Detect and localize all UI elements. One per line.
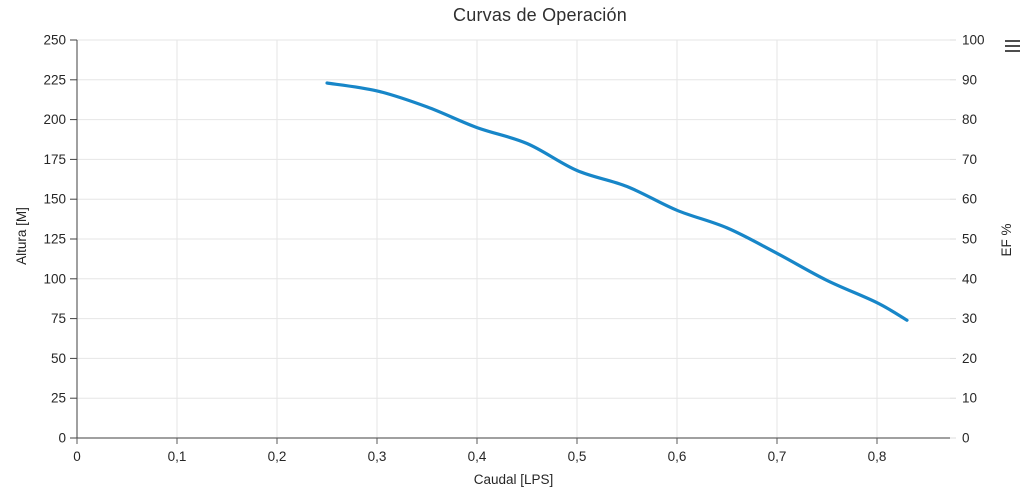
y-right-tick-label: 100 xyxy=(962,33,985,48)
y-right-tick-label: 20 xyxy=(962,351,977,366)
x-tick-label: 0,4 xyxy=(468,449,487,464)
y-left-tick-label: 250 xyxy=(43,33,66,48)
chart-title: Curvas de Operación xyxy=(453,5,627,25)
x-tick-label: 0,5 xyxy=(568,449,587,464)
y-left-tick-label: 150 xyxy=(43,192,66,207)
y-axis-right-title: EF % xyxy=(999,223,1014,257)
y-left-tick-label: 100 xyxy=(43,271,66,286)
x-axis-title: Caudal [LPS] xyxy=(473,472,554,487)
y-left-tick-label: 25 xyxy=(51,391,66,406)
export-menu-button[interactable] xyxy=(1001,36,1023,56)
y-right-tick-label: 10 xyxy=(962,391,977,406)
y-left-tick-label: 200 xyxy=(43,112,66,127)
y-left-tick-label: 125 xyxy=(43,232,66,247)
x-tick-label: 0,8 xyxy=(868,449,887,464)
y-left-tick-label: 175 xyxy=(43,152,66,167)
y-left-tick-label: 225 xyxy=(43,72,66,87)
y-right-tick-label: 50 xyxy=(962,232,977,247)
x-tick-label: 0,7 xyxy=(768,449,787,464)
y-right-tick-label: 40 xyxy=(962,271,977,286)
y-axis-left-title: Altura [M] xyxy=(14,207,29,265)
x-tick-label: 0,2 xyxy=(268,449,287,464)
y-right-tick-label: 30 xyxy=(962,311,977,326)
hamburger-menu-icon xyxy=(1004,39,1020,53)
y-right-tick-label: 70 xyxy=(962,152,977,167)
y-left-tick-label: 0 xyxy=(58,431,66,446)
x-tick-label: 0,3 xyxy=(368,449,387,464)
y-right-tick-label: 80 xyxy=(962,112,977,127)
y-right-tick-label: 90 xyxy=(962,72,977,87)
x-tick-label: 0,1 xyxy=(168,449,187,464)
y-left-tick-label: 75 xyxy=(51,311,66,326)
y-right-tick-label: 60 xyxy=(962,192,977,207)
x-tick-label: 0 xyxy=(73,449,81,464)
y-right-tick-label: 0 xyxy=(962,431,970,446)
x-tick-label: 0,6 xyxy=(668,449,687,464)
y-left-tick-label: 50 xyxy=(51,351,66,366)
series-curve-altura-m- xyxy=(325,81,909,322)
